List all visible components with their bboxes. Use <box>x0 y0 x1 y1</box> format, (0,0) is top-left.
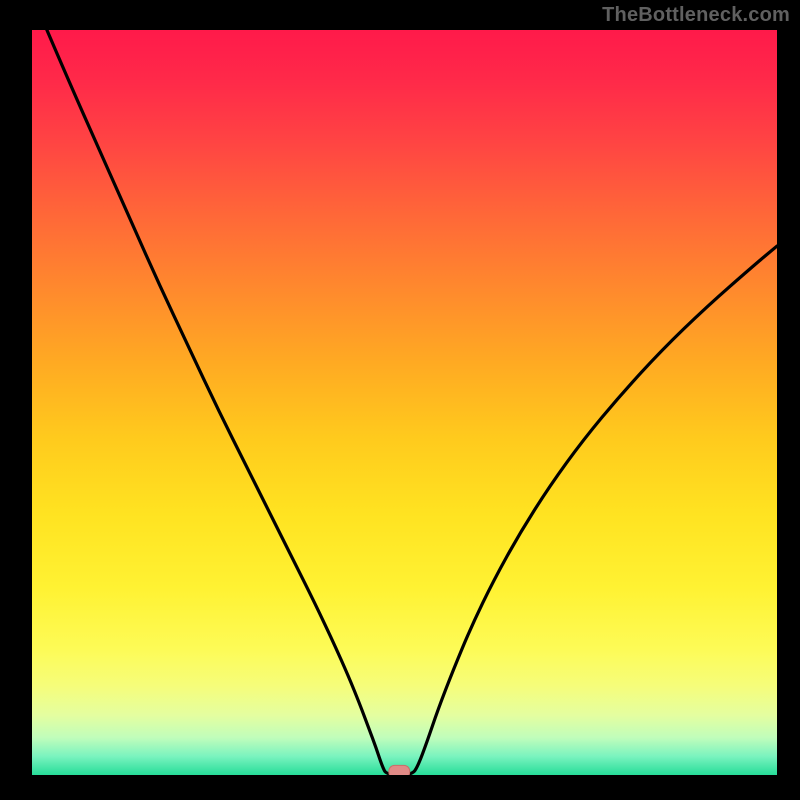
chart-frame: TheBottleneck.com <box>0 0 800 800</box>
chart-background <box>32 30 777 775</box>
watermark-text: TheBottleneck.com <box>602 4 790 27</box>
bottleneck-chart <box>32 30 777 775</box>
optimal-point-marker <box>389 765 410 775</box>
